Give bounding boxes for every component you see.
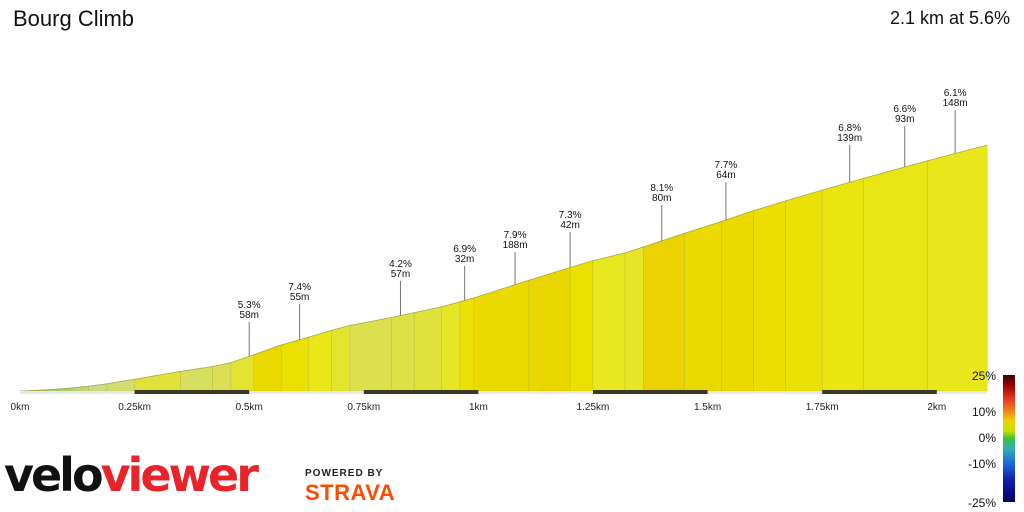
profile-segment (180, 366, 213, 392)
annotation-length: 64m (716, 170, 735, 181)
profile-segment (753, 200, 786, 392)
profile-segment (212, 362, 232, 392)
profile-segment (391, 312, 415, 392)
grade-legend-label: 25% (972, 369, 996, 383)
annotation-length: 148m (943, 98, 968, 109)
grade-legend-label: 10% (972, 405, 996, 419)
profile-segment (441, 301, 461, 392)
profile-segment (927, 144, 988, 392)
annotation-length: 57m (391, 269, 410, 280)
powered-by-label: POWERED BY (305, 468, 384, 479)
profile-segment (863, 160, 928, 392)
strava-logo[interactable]: STRAVA (305, 480, 396, 505)
x-axis-band (363, 390, 479, 394)
annotation-grade: 6.8% (838, 123, 861, 134)
profile-segment (821, 177, 864, 392)
x-axis-track (20, 391, 988, 394)
profile-segment (528, 267, 571, 392)
annotation-length: 93m (895, 114, 914, 125)
annotation-length: 55m (290, 292, 309, 303)
grade-legend-bar (1003, 375, 1015, 502)
x-tick-label: 0.25km (118, 402, 151, 413)
annotation-grade: 7.7% (715, 160, 738, 171)
profile-segment (569, 260, 594, 392)
annotation-grade: 4.2% (389, 259, 412, 270)
annotation-length: 188m (503, 240, 528, 251)
annotation-length: 42m (560, 220, 579, 231)
annotation-length: 139m (837, 133, 862, 144)
annotation-length: 58m (239, 310, 258, 321)
annotation-length: 80m (652, 193, 671, 204)
annotation-grade: 6.9% (453, 244, 476, 255)
x-tick-label: 0km (11, 402, 30, 413)
x-tick-label: 2km (927, 402, 946, 413)
profile-segment (624, 246, 644, 392)
annotation-length: 32m (455, 254, 474, 265)
logo-viewer-text: viewer (100, 448, 259, 502)
profile-segment (459, 297, 475, 392)
profile-segment (230, 354, 255, 392)
climb-summary: 2.1 km at 5.6% (889, 8, 1010, 28)
x-axis-band (822, 390, 937, 394)
annotation-grade: 7.3% (559, 210, 582, 221)
annotation-grade: 6.1% (944, 88, 967, 99)
profile-segment (592, 252, 626, 392)
profile-segment (785, 189, 823, 392)
x-axis-band (134, 390, 250, 394)
profile-segment (280, 336, 310, 392)
veloviewer-logo[interactable]: veloviewer (4, 452, 259, 498)
x-tick-label: 1.5km (694, 402, 721, 413)
x-tick-label: 1km (469, 402, 488, 413)
x-tick-label: 0.5km (236, 402, 263, 413)
annotation-grade: 8.1% (650, 183, 673, 194)
grade-legend: 25% 10% 0% -10% -25% (968, 369, 1015, 510)
profile-segment (721, 210, 754, 392)
profile-segments (19, 144, 988, 392)
annotation-grade: 6.6% (893, 104, 916, 115)
x-tick-label: 0.75km (347, 402, 380, 413)
profile-segment (643, 232, 685, 392)
annotation-grade: 5.3% (238, 300, 261, 311)
profile-segment (349, 317, 392, 392)
annotation-grade: 7.9% (504, 230, 527, 241)
climb-annotations: 5.3%58m 7.4%55m 4.2%57m 6.9%32m 7.9%188m 7.3%… (238, 88, 968, 357)
profile-segment (106, 378, 135, 392)
profile-segment (413, 306, 443, 392)
x-tick-label: 1.75km (806, 402, 839, 413)
profile-segment (308, 329, 333, 392)
page-title: Bourg Climb (13, 6, 135, 31)
grade-legend-label: 0% (979, 431, 997, 445)
grade-legend-label: -10% (968, 457, 996, 471)
x-axis-band (593, 390, 708, 394)
grade-legend-label: -25% (968, 496, 996, 510)
x-axis: 0km 0.25km 0.5km 0.75km 1km 1.25km 1.5km 1.75km… (11, 390, 988, 413)
annotation-grade: 7.4% (288, 282, 311, 293)
profile-segment (253, 344, 282, 392)
profile-segment (331, 324, 351, 392)
x-tick-label: 1.25km (577, 402, 610, 413)
profile-segment (473, 279, 530, 392)
profile-outline (19, 144, 988, 392)
profile-segment (134, 371, 181, 392)
profile-segment (684, 221, 722, 392)
logo-velo-text: velo (4, 448, 104, 502)
